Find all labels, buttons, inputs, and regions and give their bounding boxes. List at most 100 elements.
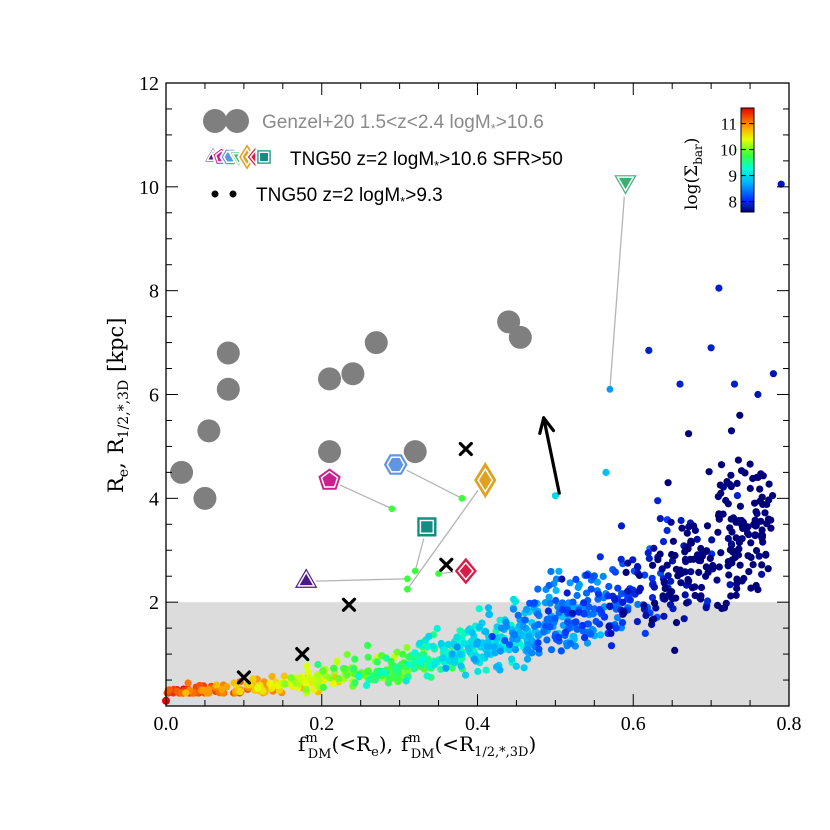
scatter-point: [474, 667, 482, 676]
scatter-point: [703, 522, 712, 530]
marker-core: [386, 456, 406, 473]
scatter-point: [759, 538, 767, 546]
scatter-point: [707, 344, 715, 352]
scatter-point: [482, 628, 490, 636]
cross-marker: [458, 441, 473, 457]
scatter-point: [622, 568, 630, 577]
scatter-point: [444, 640, 452, 649]
scatter-point: [687, 568, 695, 576]
connector-lines: [306, 181, 627, 593]
scatter-point: [349, 665, 357, 673]
scatter-point: [448, 650, 456, 658]
scatter-point: [519, 622, 527, 631]
scatter-point: [502, 618, 510, 626]
scatter-point: [634, 600, 642, 609]
scatter-point: [672, 565, 681, 573]
arrow-shaft: [542, 416, 561, 495]
scatter-point: [453, 633, 461, 641]
scatter-point: [738, 535, 746, 543]
scatter-point: [470, 655, 478, 663]
scatter-point: [756, 485, 764, 493]
genzel-point: [403, 440, 427, 464]
scatter-point: [747, 539, 755, 547]
scatter-point: [280, 672, 288, 680]
scatter-point: [509, 605, 518, 613]
scatter-point: [573, 591, 581, 600]
scatter-point: [708, 536, 716, 544]
scatter-point: [305, 674, 313, 682]
scatter-point: [373, 658, 381, 666]
scatter-point: [465, 644, 473, 653]
scatter-point: [753, 509, 761, 518]
scatter-point: [416, 639, 424, 648]
scatter-point: [543, 636, 551, 644]
scatter-point: [315, 676, 323, 684]
scatter-point: [595, 620, 604, 628]
tng-massive-marker: [610, 173, 641, 199]
scatter-point: [236, 688, 244, 696]
scatter-point: [330, 664, 338, 672]
scatter-point: [738, 577, 746, 585]
scatter-point: [714, 601, 722, 610]
scatter-point: [754, 586, 762, 594]
scatter-point: [636, 584, 645, 593]
scatter-point: [594, 590, 603, 598]
scatter-point: [715, 510, 723, 518]
y-tick-label: 12: [139, 73, 159, 95]
scatter-point: [726, 581, 734, 589]
scatter-point: [544, 607, 553, 615]
genzel-point: [341, 362, 365, 386]
scatter-point: [456, 650, 464, 659]
scatter-point: [654, 556, 662, 564]
scatter-point: [475, 605, 483, 613]
cross-marker: [439, 557, 454, 572]
scatter-point: [534, 610, 542, 618]
scatter-point: [733, 492, 742, 500]
x-tick-label: 0.8: [777, 713, 802, 735]
connector-endpoint: [458, 494, 466, 502]
scatter-point: [688, 584, 697, 592]
scatter-point: [578, 621, 587, 630]
scatter-point: [751, 531, 759, 539]
scatter-point: [724, 500, 732, 508]
scatter-point: [453, 643, 461, 651]
scatter-point: [199, 686, 207, 694]
scatter-point: [535, 645, 543, 653]
scatter-point: [268, 672, 276, 681]
scatter-point: [762, 551, 770, 559]
scatter-point: [733, 584, 741, 593]
colorbar-tick-label: 10: [720, 141, 737, 160]
scatter-point: [601, 613, 609, 621]
scatter-point: [511, 646, 520, 654]
scatter-point: [618, 619, 627, 627]
tng-massive-marker: [452, 554, 480, 588]
scatter-point: [728, 559, 736, 567]
scatter-point: [249, 675, 257, 683]
scatter-point: [752, 547, 761, 555]
scatter-point: [685, 577, 693, 585]
scatter-point: [758, 570, 766, 578]
x-tick-label: 0.0: [154, 713, 179, 735]
scatter-point: [649, 561, 657, 569]
connector-endpoint: [606, 385, 614, 393]
tng-massive-marker: [316, 465, 344, 492]
scatter-point: [546, 599, 554, 607]
scatter-point: [534, 585, 542, 593]
scatter-point: [605, 582, 613, 591]
scatter-point: [606, 602, 614, 610]
scatter-point: [462, 671, 470, 679]
scatter-point: [182, 689, 190, 697]
scatter-point: [365, 676, 373, 684]
scatter-point: [363, 681, 371, 690]
scatter-point: [364, 653, 372, 661]
scatter-point: [658, 565, 666, 573]
scatter-point: [212, 681, 220, 689]
genzel-point: [318, 367, 342, 391]
scatter-point: [351, 679, 359, 687]
scatter-point: [437, 639, 445, 648]
scatter-point: [570, 632, 578, 641]
scatter-point: [617, 555, 625, 563]
scatter-point: [617, 522, 626, 530]
connector-line: [406, 479, 486, 590]
scatter-point: [624, 587, 632, 595]
